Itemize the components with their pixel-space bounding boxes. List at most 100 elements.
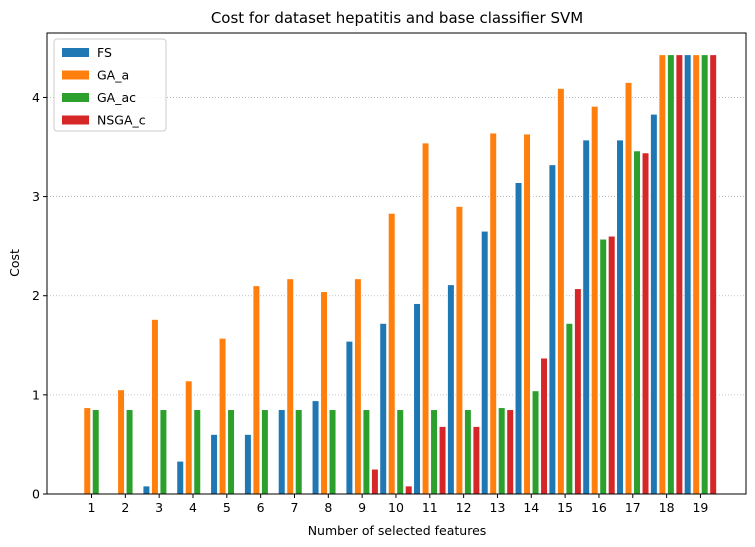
bar-fs bbox=[616, 139, 624, 495]
bar-ga-a bbox=[83, 407, 91, 495]
bar-ga-ac bbox=[701, 54, 709, 495]
x-tick-label: 16 bbox=[591, 500, 607, 515]
bar-nsga-c bbox=[709, 54, 717, 495]
bar-ga-ac bbox=[92, 409, 100, 495]
bar-fs bbox=[311, 400, 320, 495]
bar-nsga-c bbox=[371, 468, 379, 495]
x-tick-label: 10 bbox=[388, 500, 404, 515]
bar-ga-ac bbox=[396, 409, 404, 495]
bar-fs bbox=[650, 113, 658, 495]
bar-fs bbox=[142, 485, 151, 495]
bar-fs bbox=[244, 434, 252, 495]
x-tick-label: 5 bbox=[223, 500, 231, 515]
legend-label: GA_ac bbox=[97, 90, 136, 105]
bar-fs bbox=[447, 284, 455, 495]
y-tick-label: 3 bbox=[32, 189, 40, 204]
bar-ga-a bbox=[185, 380, 193, 495]
plot-area-frame bbox=[46, 32, 747, 495]
x-tick-label: 3 bbox=[155, 500, 163, 515]
bar-fs bbox=[684, 54, 692, 495]
x-tick-label: 19 bbox=[692, 500, 708, 515]
bar-nsga-c bbox=[438, 426, 447, 495]
bar-fs bbox=[548, 164, 556, 495]
bar-nsga-c bbox=[675, 54, 683, 495]
bar-ga-a bbox=[218, 338, 227, 495]
bar-nsga-c bbox=[641, 152, 650, 495]
x-tick-label: 8 bbox=[324, 500, 332, 515]
bar-ga-a bbox=[320, 291, 328, 495]
bar-nsga-c bbox=[608, 235, 616, 495]
bar-ga-ac bbox=[261, 409, 269, 495]
y-tick-label: 2 bbox=[32, 288, 40, 303]
bar-ga-ac bbox=[498, 407, 506, 495]
legend-swatch bbox=[62, 48, 89, 57]
bar-nsga-c bbox=[506, 409, 514, 495]
bar-ga-a bbox=[658, 54, 666, 495]
x-tick-label: 6 bbox=[257, 500, 265, 515]
bar-nsga-c bbox=[540, 357, 548, 495]
legend-label: NSGA_c bbox=[97, 113, 146, 128]
bars bbox=[83, 54, 717, 495]
bar-ga-ac bbox=[125, 409, 134, 495]
bar-ga-a bbox=[591, 106, 599, 495]
bar-fs bbox=[582, 139, 590, 495]
chart-title: Cost for dataset hepatitis and base clas… bbox=[211, 9, 583, 27]
bar-fs bbox=[481, 230, 489, 495]
bar-ga-ac bbox=[633, 150, 641, 495]
bar-ga-ac bbox=[565, 323, 573, 495]
bar-ga-a bbox=[354, 278, 362, 495]
bar-nsga-c bbox=[472, 426, 480, 495]
x-tick-label: 14 bbox=[523, 500, 539, 515]
bar-ga-ac bbox=[227, 409, 235, 495]
x-tick-label: 4 bbox=[189, 500, 197, 515]
legend-box bbox=[53, 38, 167, 132]
bar-ga-ac bbox=[328, 409, 337, 495]
y-tick-label: 0 bbox=[32, 487, 40, 502]
x-tick-label: 12 bbox=[456, 500, 472, 515]
bar-fs bbox=[413, 303, 421, 495]
bar-ga-a bbox=[692, 54, 700, 495]
bar-fs bbox=[210, 434, 218, 495]
bar-nsga-c bbox=[574, 288, 582, 495]
x-axis-ticks: 1 2 3 4 5 6 7 8 9 10 11 12 13 14 15 16 17 18 19 bbox=[88, 494, 708, 515]
x-tick-label: 15 bbox=[557, 500, 573, 515]
bar-ga-a bbox=[252, 285, 261, 495]
bar-ga-a bbox=[624, 82, 633, 495]
bar-ga-a bbox=[421, 142, 430, 495]
bar-ga-ac bbox=[362, 409, 370, 495]
bar-fs bbox=[514, 182, 523, 495]
bar-ga-a bbox=[489, 132, 497, 495]
bar-ga-ac bbox=[464, 409, 472, 495]
bar-ga-ac bbox=[667, 54, 675, 495]
legend-swatch bbox=[62, 70, 89, 80]
y-axis-title: Cost bbox=[7, 249, 22, 277]
bar-ga-a bbox=[388, 213, 396, 495]
bar-fs bbox=[379, 323, 387, 495]
y-axis-ticks: 0 1 2 3 4 bbox=[32, 90, 47, 502]
legend-swatch bbox=[62, 93, 89, 102]
bar-ga-a bbox=[455, 206, 463, 495]
y-tick-label: 1 bbox=[32, 387, 40, 402]
x-tick-label: 2 bbox=[121, 500, 129, 515]
bar-ga-ac bbox=[193, 409, 201, 495]
bar-nsga-c bbox=[405, 485, 413, 495]
bar-ga-ac bbox=[159, 409, 168, 495]
bar-fs bbox=[176, 460, 184, 495]
bar-fs bbox=[345, 341, 353, 495]
x-tick-label: 13 bbox=[490, 500, 506, 515]
bar-ga-ac bbox=[295, 409, 303, 495]
x-tick-label: 9 bbox=[358, 500, 366, 515]
x-axis-title: Number of selected features bbox=[308, 523, 487, 538]
bar-fs bbox=[278, 409, 286, 495]
x-tick-label: 7 bbox=[291, 500, 299, 515]
x-tick-label: 18 bbox=[659, 500, 675, 515]
bar-ga-a bbox=[286, 278, 294, 495]
legend: FS GA_a GA_ac NSGA_c bbox=[53, 38, 167, 132]
x-tick-label: 1 bbox=[88, 500, 96, 515]
bar-ga-ac bbox=[599, 238, 607, 495]
bar-ga-a bbox=[557, 88, 565, 495]
bar-ga-ac bbox=[430, 409, 438, 495]
x-tick-label: 11 bbox=[422, 500, 438, 515]
legend-label: FS bbox=[97, 45, 112, 60]
x-tick-label: 17 bbox=[625, 500, 641, 515]
